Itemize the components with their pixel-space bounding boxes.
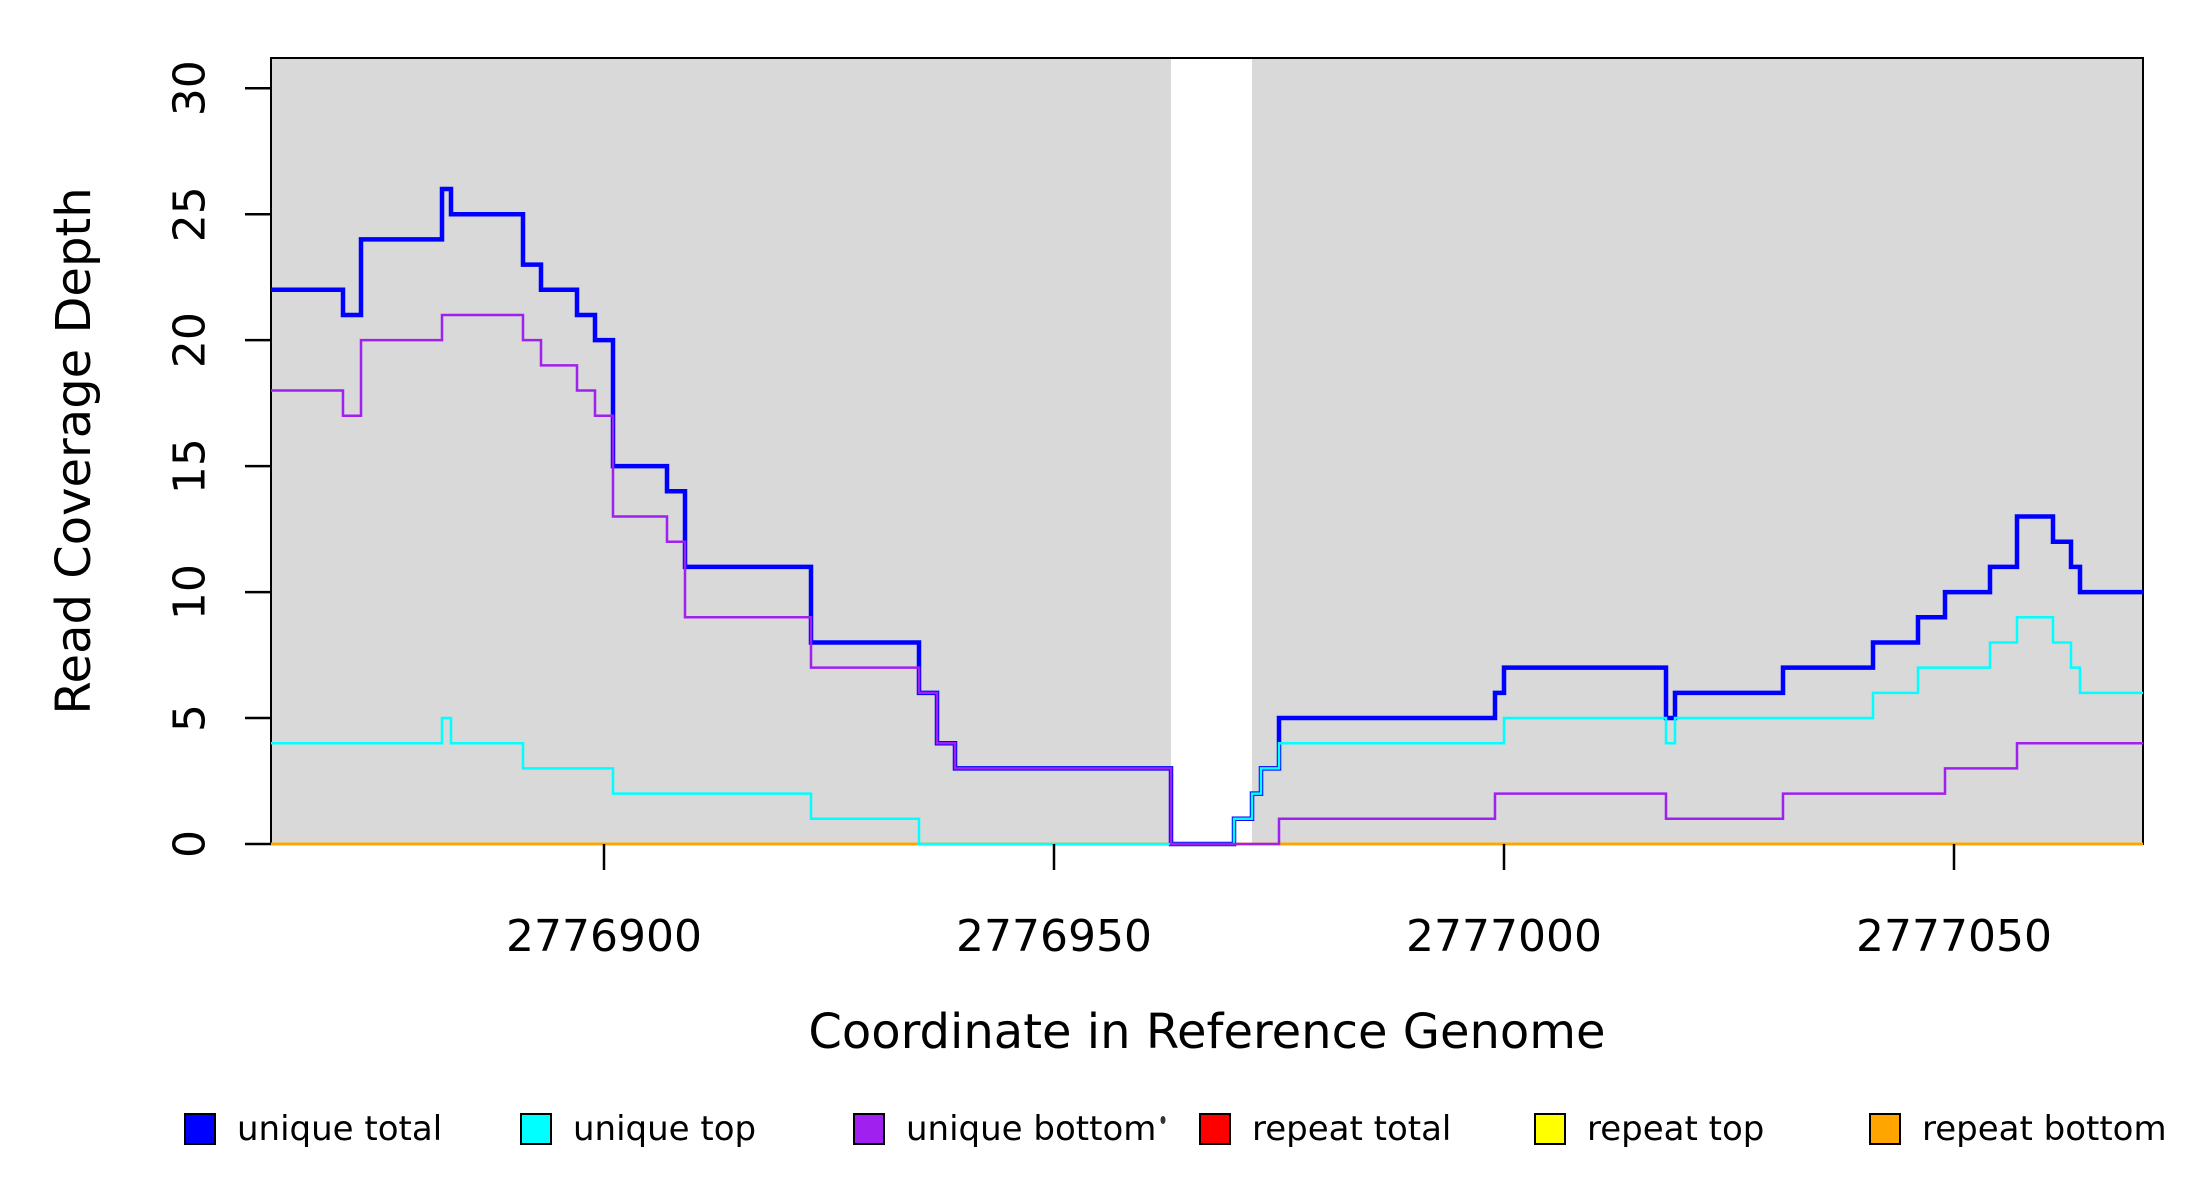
series-unique-top xyxy=(271,616,2143,846)
x-tick-label: 2777000 xyxy=(1406,911,1602,962)
legend-label: repeat top xyxy=(1587,1109,1764,1149)
legend-item-repeat-total: repeat total xyxy=(1199,1109,1451,1149)
legend-label: unique bottom xyxy=(906,1109,1156,1149)
legend-item-unique-total: unique total xyxy=(184,1109,442,1149)
y-tick-label: 5 xyxy=(165,704,216,732)
legend-label: unique top xyxy=(573,1109,756,1149)
legend-item-unique-top: unique top xyxy=(520,1109,756,1149)
legend-label: unique total xyxy=(237,1109,442,1149)
y-tick-label: 0 xyxy=(165,830,216,858)
legend-swatch xyxy=(520,1113,552,1145)
y-axis: 0 5 10 15 20 25 30 xyxy=(165,60,271,858)
shaded-bands xyxy=(271,58,2143,844)
x-tick-label: 2776950 xyxy=(956,911,1152,962)
legend-item-unique-bottom: unique bottom xyxy=(853,1109,1156,1149)
series-lines xyxy=(271,186,2143,847)
y-tick-label: 30 xyxy=(165,60,216,116)
legend-swatch xyxy=(853,1113,885,1145)
legend: unique total unique top unique bottom repea… xyxy=(184,1109,2167,1149)
x-axis-label: Coordinate in Reference Genome xyxy=(808,1004,1605,1060)
y-tick-label: 15 xyxy=(165,438,216,494)
x-tick-label: 2776900 xyxy=(506,911,702,962)
y-tick-label: 25 xyxy=(165,186,216,242)
shaded-region xyxy=(271,58,1171,844)
legend-swatch xyxy=(1869,1113,1901,1145)
series-unique-bottom xyxy=(271,313,2143,846)
legend-label: repeat total xyxy=(1252,1109,1451,1149)
y-tick-label: 20 xyxy=(165,312,216,368)
legend-swatch xyxy=(184,1113,216,1145)
legend-item-repeat-bottom: repeat bottom xyxy=(1869,1109,2167,1149)
legend-label: repeat bottom xyxy=(1922,1109,2167,1149)
legend-swatch xyxy=(1534,1113,1566,1145)
legend-swatch xyxy=(1199,1113,1231,1145)
x-tick-label: 2777050 xyxy=(1856,911,2052,962)
stray-dot xyxy=(1160,1116,1166,1124)
legend-item-repeat-top: repeat top xyxy=(1534,1109,1764,1149)
shaded-region xyxy=(1252,58,2143,844)
y-tick-label: 10 xyxy=(165,564,216,620)
y-axis-label: Read Coverage Depth xyxy=(46,187,102,714)
x-axis: 2776900 2776950 2777000 2777050 xyxy=(506,844,2052,962)
